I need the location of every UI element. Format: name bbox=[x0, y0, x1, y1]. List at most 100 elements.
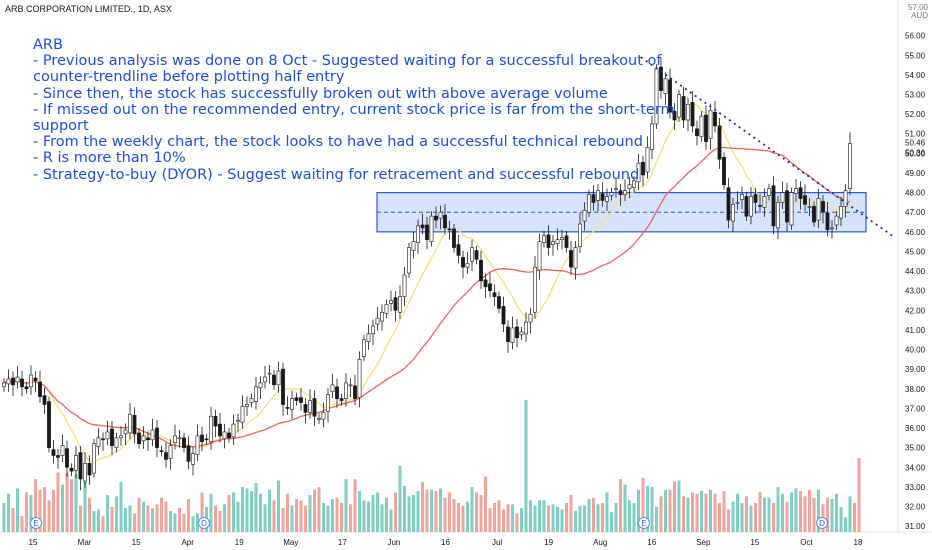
volume-bar bbox=[781, 493, 784, 532]
candle-body bbox=[222, 431, 227, 440]
volume-bar bbox=[601, 502, 604, 532]
candle-body bbox=[677, 94, 681, 118]
candle-body bbox=[321, 412, 326, 420]
candle-body bbox=[51, 449, 56, 456]
candle-body bbox=[546, 234, 551, 248]
event-marker-label: D bbox=[819, 519, 825, 528]
time-tick-label: 15 bbox=[750, 538, 759, 547]
volume-bar bbox=[776, 487, 780, 532]
candle-body bbox=[789, 192, 794, 226]
candle-body bbox=[141, 435, 146, 442]
volume-bar bbox=[187, 499, 190, 532]
volume-bar bbox=[817, 489, 820, 532]
candle-body bbox=[812, 206, 816, 223]
volume-bar bbox=[164, 501, 168, 532]
annotation-line: - From the weekly chart, the stock looks… bbox=[33, 134, 643, 151]
volume-bar bbox=[178, 508, 181, 532]
volume-bar bbox=[767, 497, 771, 532]
candle-body bbox=[474, 250, 479, 260]
annotation-line: - Since then, the stock has successfully… bbox=[33, 85, 608, 102]
candle-body bbox=[425, 224, 429, 240]
candle-body bbox=[384, 304, 389, 314]
candle-body bbox=[326, 394, 330, 412]
candle-body bbox=[276, 370, 281, 386]
volume-bar bbox=[749, 505, 753, 532]
candle-body bbox=[105, 431, 110, 440]
time-tick-label: 18 bbox=[854, 538, 863, 547]
candle-body bbox=[717, 125, 722, 160]
candle-body bbox=[753, 194, 758, 203]
volume-bar bbox=[772, 502, 775, 532]
candle-body bbox=[227, 432, 231, 439]
volume-bar bbox=[835, 493, 838, 532]
price-tick-label: 45.00 bbox=[905, 247, 926, 256]
annotation-line: - Previous analysis was done on 8 Oct - … bbox=[33, 53, 662, 70]
candle-body bbox=[497, 296, 501, 309]
candle-body bbox=[155, 427, 159, 448]
candle-body bbox=[209, 415, 213, 443]
candle-body bbox=[609, 192, 614, 196]
candle-body bbox=[515, 326, 519, 339]
volume-bar bbox=[466, 501, 469, 532]
candle-body bbox=[587, 194, 591, 213]
price-tick-label: 49.00 bbox=[905, 169, 926, 178]
candle-body bbox=[380, 311, 384, 322]
price-tick-label: 53.00 bbox=[905, 91, 926, 100]
candle-body bbox=[735, 202, 740, 204]
volume-bar bbox=[641, 477, 645, 532]
candle-body bbox=[618, 190, 623, 195]
volume-bar bbox=[574, 510, 577, 532]
volume-bar bbox=[173, 513, 177, 532]
volume-bar bbox=[146, 505, 150, 532]
volume-bar bbox=[430, 489, 433, 532]
volume-bar bbox=[610, 512, 613, 532]
volume-bar bbox=[38, 489, 42, 532]
volume-bar bbox=[367, 501, 370, 532]
price-level-label: 50.36 bbox=[905, 148, 926, 157]
candle-body bbox=[191, 453, 195, 465]
candle-body bbox=[420, 224, 425, 229]
volume-bar bbox=[349, 504, 352, 532]
volume-bar bbox=[425, 489, 429, 532]
candle-body bbox=[236, 419, 240, 422]
volume-bar bbox=[259, 493, 262, 532]
candle-body bbox=[672, 110, 677, 121]
currency-label: 57.00 AUD bbox=[908, 4, 928, 20]
event-marker-circle bbox=[816, 517, 828, 529]
volume-bar bbox=[673, 481, 676, 532]
volume-bar bbox=[110, 506, 114, 532]
candle-body bbox=[78, 452, 83, 480]
volume-bar bbox=[839, 506, 843, 532]
volume-bar bbox=[398, 466, 402, 532]
candle-body bbox=[537, 241, 542, 271]
candle-body bbox=[776, 202, 780, 229]
price-tick-label: 31.00 bbox=[905, 522, 926, 531]
price-tick-label: 39.00 bbox=[905, 365, 926, 374]
price-tick-label: 36.00 bbox=[905, 424, 926, 433]
annotation-line: - R is more than 10% bbox=[33, 150, 186, 167]
event-marker-circle bbox=[198, 517, 210, 529]
candle-body bbox=[524, 321, 528, 335]
volume-bar bbox=[380, 504, 384, 532]
volume-bar bbox=[403, 485, 406, 532]
volume-bar bbox=[335, 497, 339, 532]
candle-body bbox=[758, 205, 762, 207]
volume-bar bbox=[61, 484, 64, 532]
volume-bar bbox=[790, 492, 793, 532]
candle-body bbox=[839, 206, 843, 219]
time-tick-label: 19 bbox=[544, 538, 553, 547]
candle-body bbox=[659, 66, 663, 91]
candle-body bbox=[123, 429, 128, 435]
volume-bar bbox=[754, 502, 757, 532]
candle-body bbox=[731, 204, 735, 222]
volume-bar bbox=[245, 488, 249, 532]
price-tick-label: 54.00 bbox=[905, 71, 926, 80]
candle-body bbox=[218, 423, 222, 437]
candle-body bbox=[636, 162, 641, 183]
price-tick-label: 50.00 bbox=[905, 149, 926, 158]
volume-bar bbox=[263, 504, 267, 532]
candle-body bbox=[312, 398, 317, 417]
volume-bar bbox=[362, 500, 366, 532]
